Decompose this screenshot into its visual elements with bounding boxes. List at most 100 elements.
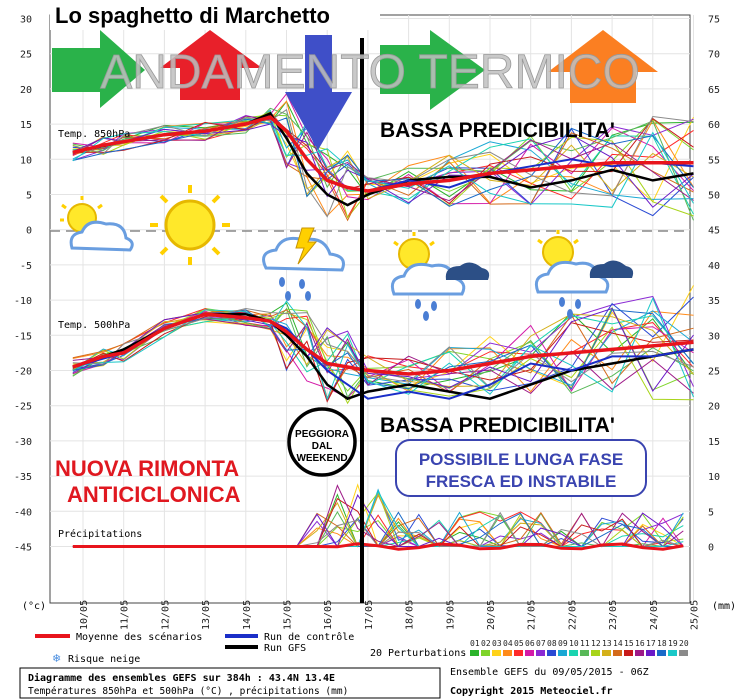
possibile-box: POSSIBILE LUNGA FASE FRESCA ED INSTABILE (395, 439, 647, 497)
pert-number: 08 (547, 639, 557, 648)
left-tick-label: -5 (20, 261, 32, 272)
pert-swatch (514, 650, 523, 656)
left-tick-label: -15 (14, 331, 32, 342)
legend-mean: Moyenne des scénarios (76, 631, 202, 643)
pert-swatch (558, 650, 567, 656)
pert-number: 04 (503, 639, 513, 648)
left-tick-label: 20 (20, 85, 32, 96)
pert-number: 18 (657, 639, 667, 648)
left-axis: 30 25 20 15 10 5 0 -5 -10 -15 -20 -25 -30 -35 -40 -45 (14, 15, 32, 554)
x-axis: 10/05 11/05 12/05 13/05 14/05 15/05 16/05 17/05… (79, 600, 701, 630)
pert-number: 12 (591, 639, 601, 648)
pert-number: 15 (624, 639, 634, 648)
pert-swatch (668, 650, 677, 656)
legend-control: Run de contrôle (264, 631, 354, 643)
left-tick-label: -20 (14, 367, 32, 378)
panel-label-850: Temp. 850hPa (58, 129, 130, 140)
grid (50, 15, 694, 603)
right-tick-label: 25 (708, 367, 720, 378)
possibile-line-1: POSSIBILE LUNGA FASE (419, 450, 623, 469)
x-tick-label: 22/05 (567, 600, 578, 630)
pert-swatch (602, 650, 611, 656)
right-tick-label: 30 (708, 331, 720, 342)
x-tick-label: 19/05 (445, 600, 456, 630)
pert-number: 09 (558, 639, 568, 648)
info-line-2: Températures 850hPa et 500hPa (°C) , pré… (28, 686, 348, 697)
pert-swatch (492, 650, 501, 656)
arrow-down-blue (285, 35, 352, 150)
pert-500-line (72, 297, 694, 401)
peggiora-line-2: DAL (312, 441, 333, 452)
title-bg (50, 0, 380, 30)
pert-number: 17 (646, 639, 656, 648)
info-line-1: Diagramme des ensembles GEFS sur 384h : … (28, 672, 335, 684)
right-tick-label: 5 (708, 507, 714, 518)
right-tick-label: 10 (708, 472, 720, 483)
x-tick-label: 20/05 (486, 600, 497, 630)
storm-icon (262, 227, 345, 301)
sun-cloud-icon (60, 196, 134, 252)
left-tick-label: 10 (20, 155, 32, 166)
pert-number: 14 (613, 639, 623, 648)
pert-number: 03 (492, 639, 502, 648)
left-tick-label: -35 (14, 472, 32, 483)
legend: Moyenne des scénarios Run de contrôle Ru… (35, 631, 689, 665)
run-info: Ensemble GEFS du 09/05/2015 - 06Z (450, 667, 649, 678)
pert-number: 10 (569, 639, 579, 648)
pert-500-line (72, 318, 694, 395)
right-tick-label: 20 (708, 402, 720, 413)
pert-number: 01 (470, 639, 480, 648)
right-tick-label: 75 (708, 15, 720, 26)
pert-number: 19 (668, 639, 678, 648)
x-tick-label: 16/05 (323, 600, 334, 630)
pert-500-line (72, 313, 694, 388)
x-tick-label: 10/05 (79, 600, 90, 630)
t850-mean-line (72, 115, 694, 193)
left-tick-label: -45 (14, 543, 32, 554)
copyright: Copyright 2015 Meteociel.fr (450, 685, 613, 697)
left-tick-label: 25 (20, 50, 32, 61)
right-tick-label: 40 (708, 261, 720, 272)
right-tick-label: 50 (708, 191, 720, 202)
x-tick-label: 13/05 (201, 600, 212, 630)
arrow-right-green-2 (380, 30, 485, 110)
possibile-line-2: FRESCA ED INSTABILE (426, 472, 617, 491)
pert-swatch (547, 650, 556, 656)
legend-snow: Risque neige (68, 654, 140, 665)
peggiora-line-3: WEEKEND (296, 453, 347, 464)
pert-number: 06 (525, 639, 535, 648)
pert-swatch (624, 650, 633, 656)
pert-swatch (470, 650, 479, 656)
pert-number: 07 (536, 639, 546, 648)
right-tick-label: 55 (708, 155, 720, 166)
pert-swatch (613, 650, 622, 656)
pert-number: 20 (679, 639, 689, 648)
pert-swatch (569, 650, 578, 656)
pert-850-line (72, 117, 694, 207)
right-tick-label: 60 (708, 120, 720, 131)
right-tick-label: 0 (708, 543, 714, 554)
panel-label-precip: Précipitations (58, 528, 142, 540)
x-tick-label: 11/05 (120, 600, 131, 630)
left-tick-label: 0 (26, 226, 32, 237)
x-tick-label: 23/05 (608, 600, 619, 630)
right-tick-label: 15 (708, 437, 720, 448)
x-tick-label: 14/05 (242, 600, 253, 630)
pert-swatch (646, 650, 655, 656)
pert-number: 16 (635, 639, 645, 648)
pert-850-line (72, 108, 694, 218)
left-tick-label: 30 (20, 15, 32, 26)
pert-number: 05 (514, 639, 524, 648)
legend-perturbations: 20 Perturbations (370, 648, 466, 659)
pert-swatch (657, 650, 666, 656)
pert-swatch (580, 650, 589, 656)
right-unit: (mm) (712, 601, 736, 612)
peggiora-line-1: PEGGIORA (295, 429, 349, 440)
peggiora-badge: PEGGIORA DAL WEEKEND (287, 407, 357, 477)
pert-swatch (525, 650, 534, 656)
t500-mean-line (72, 312, 694, 376)
arrow-right-green (52, 30, 145, 108)
info-box (19, 667, 441, 699)
banner-title: ANDAMENTO TERMICO (100, 46, 640, 99)
right-tick-label: 45 (708, 226, 720, 237)
